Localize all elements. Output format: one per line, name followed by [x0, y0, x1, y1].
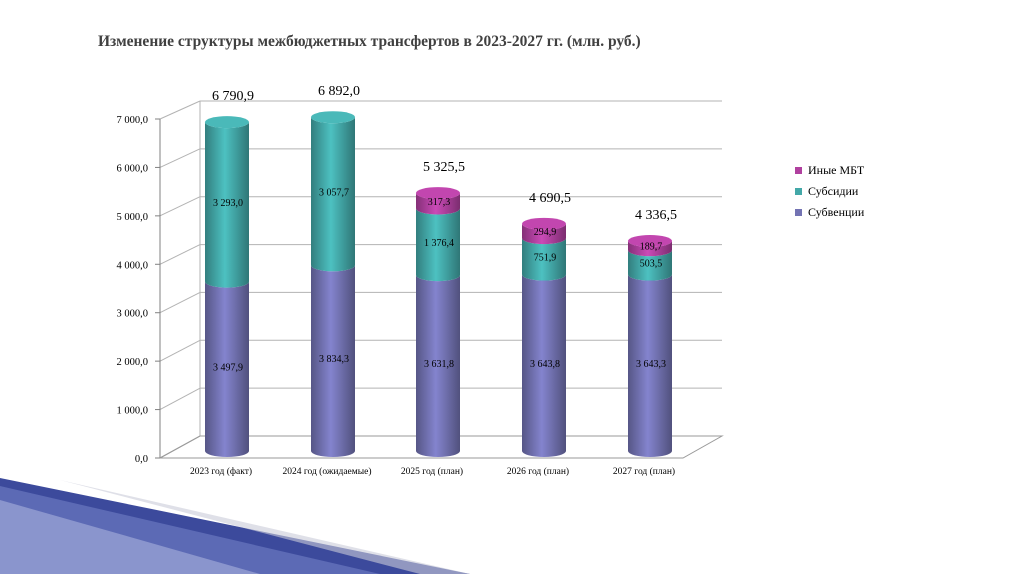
- bar-segment: [522, 223, 566, 245]
- bar-segment: [628, 274, 672, 457]
- x-tick-label: 2027 год (план): [613, 466, 675, 477]
- y-tick-label: 4 000,0: [117, 260, 149, 271]
- gridline-side: [159, 339, 201, 362]
- bar-segment: [628, 250, 672, 281]
- legend-swatch-other: [795, 167, 802, 174]
- gridline-side: [159, 244, 201, 265]
- gridline-side: [159, 291, 201, 314]
- bar-top-cap: [205, 116, 249, 129]
- chart-legend: Иные МБТ Субсидии Субвенции: [795, 160, 864, 223]
- legend-item-subventions: Субвенции: [795, 202, 864, 223]
- gridline-side: [159, 387, 201, 411]
- legend-label-subsidies: Субсидии: [808, 184, 859, 198]
- slide-title: Изменение структуры межбюджетных трансфе…: [98, 33, 641, 50]
- bar-top-cap: [311, 111, 355, 124]
- data-label: 751,9: [534, 252, 557, 263]
- y-tick-label: 5 000,0: [117, 212, 149, 223]
- data-label: 1 376,4: [424, 238, 454, 249]
- total-label: 6 892,0: [318, 84, 360, 99]
- legend-label-subventions: Субвенции: [808, 205, 865, 219]
- y-tick-label: 1 000,0: [117, 406, 149, 417]
- legend-item-other: Иные МБТ: [795, 160, 864, 181]
- bar-segment: [205, 281, 249, 457]
- total-label: 4 336,5: [635, 208, 677, 223]
- x-tick-label: 2025 год (план): [401, 466, 463, 477]
- x-tick-label: 2023 год (факт): [190, 466, 252, 477]
- y-tick-label: 7 000,0: [117, 115, 149, 126]
- data-label: 3 643,3: [636, 359, 666, 370]
- bar-top-cap: [416, 187, 460, 200]
- y-tick-label: 6 000,0: [117, 163, 149, 174]
- total-label: 6 790,9: [212, 89, 254, 104]
- y-tick-label: 3 000,0: [117, 309, 149, 320]
- bar-top-cap: [522, 217, 566, 230]
- y-tick-label: 2 000,0: [117, 357, 149, 368]
- bar-segment: [522, 238, 566, 281]
- legend-label-other: Иные МБТ: [808, 163, 865, 177]
- data-label: 3 497,9: [213, 362, 243, 373]
- gridline-side: [159, 196, 201, 217]
- bar-segment: [416, 208, 460, 282]
- bar-segment: [311, 265, 355, 457]
- data-label: 3 643,8: [530, 359, 560, 370]
- legend-item-subsidies: Субсидии: [795, 181, 864, 202]
- bar-segment: [416, 275, 460, 457]
- gridline-side: [159, 148, 201, 168]
- data-label: 3 631,8: [424, 359, 454, 370]
- data-label: 317,3: [428, 197, 451, 208]
- bar-segment: [205, 122, 249, 288]
- data-label: 3 834,3: [319, 354, 349, 365]
- gridline-side: [159, 100, 201, 120]
- data-label: 3 293,0: [213, 198, 243, 209]
- total-label: 5 325,5: [423, 160, 465, 175]
- bar-top-cap: [628, 234, 672, 247]
- bar-segment: [628, 240, 672, 257]
- y-tick-label: 0,0: [135, 454, 148, 465]
- legend-swatch-subventions: [795, 209, 802, 216]
- data-label: 294,9: [534, 227, 557, 238]
- bar-segment: [311, 117, 355, 272]
- chart-floor: [159, 435, 724, 459]
- bar-segment: [416, 193, 460, 215]
- total-label: 4 690,5: [529, 191, 571, 206]
- x-tick-label: 2026 год (план): [507, 466, 569, 477]
- bar-segment: [522, 274, 566, 457]
- data-label: 189,7: [640, 242, 663, 253]
- data-label: 503,5: [640, 258, 663, 269]
- legend-swatch-subsidies: [795, 188, 802, 195]
- data-label: 3 057,7: [319, 187, 349, 198]
- x-tick-label: 2024 год (ожидаемые): [282, 466, 371, 477]
